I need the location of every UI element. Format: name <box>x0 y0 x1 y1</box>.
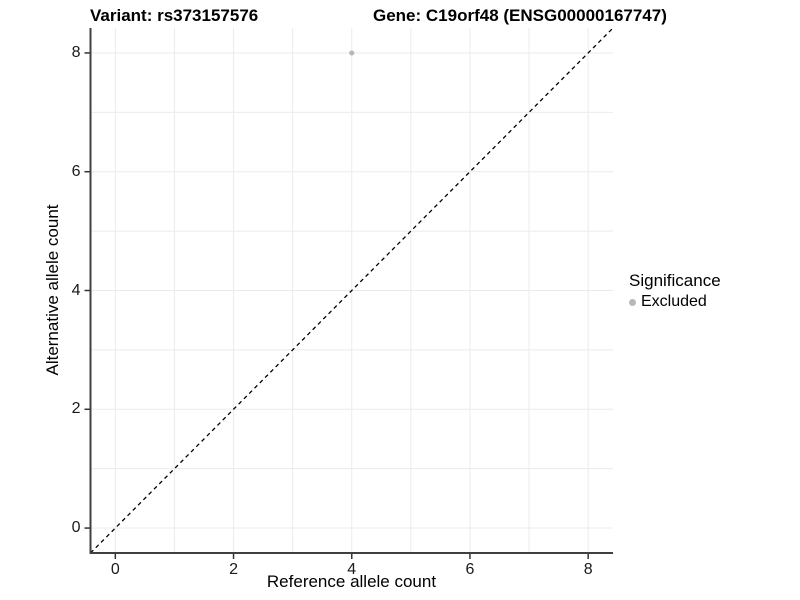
identity-dashed-line <box>90 27 614 554</box>
y-tick-label: 8 <box>71 43 81 61</box>
x-tick-label: 4 <box>347 561 357 578</box>
x-tick-label: 0 <box>110 561 120 578</box>
y-tick-label: 2 <box>71 400 81 418</box>
x-tick-label: 2 <box>229 561 238 578</box>
x-axis-label: Reference allele count <box>266 572 437 591</box>
y-tick-label: 4 <box>71 281 81 299</box>
x-tick-label: 8 <box>583 561 593 578</box>
data-point <box>349 50 355 56</box>
variant-title: Variant: rs373157576 <box>90 6 259 25</box>
legend: Significance Excluded <box>629 271 721 311</box>
x-tick-label: 6 <box>465 561 475 578</box>
y-tick-label: 6 <box>71 162 81 180</box>
gene-title: Gene: C19orf48 (ENSG00000167747) <box>373 6 667 25</box>
legend-title: Significance <box>629 271 721 290</box>
excluded-point-icon <box>629 298 636 306</box>
legend-item-excluded: Excluded <box>629 293 721 311</box>
legend-item-label: Excluded <box>641 293 707 310</box>
y-tick-label: 0 <box>71 519 81 537</box>
